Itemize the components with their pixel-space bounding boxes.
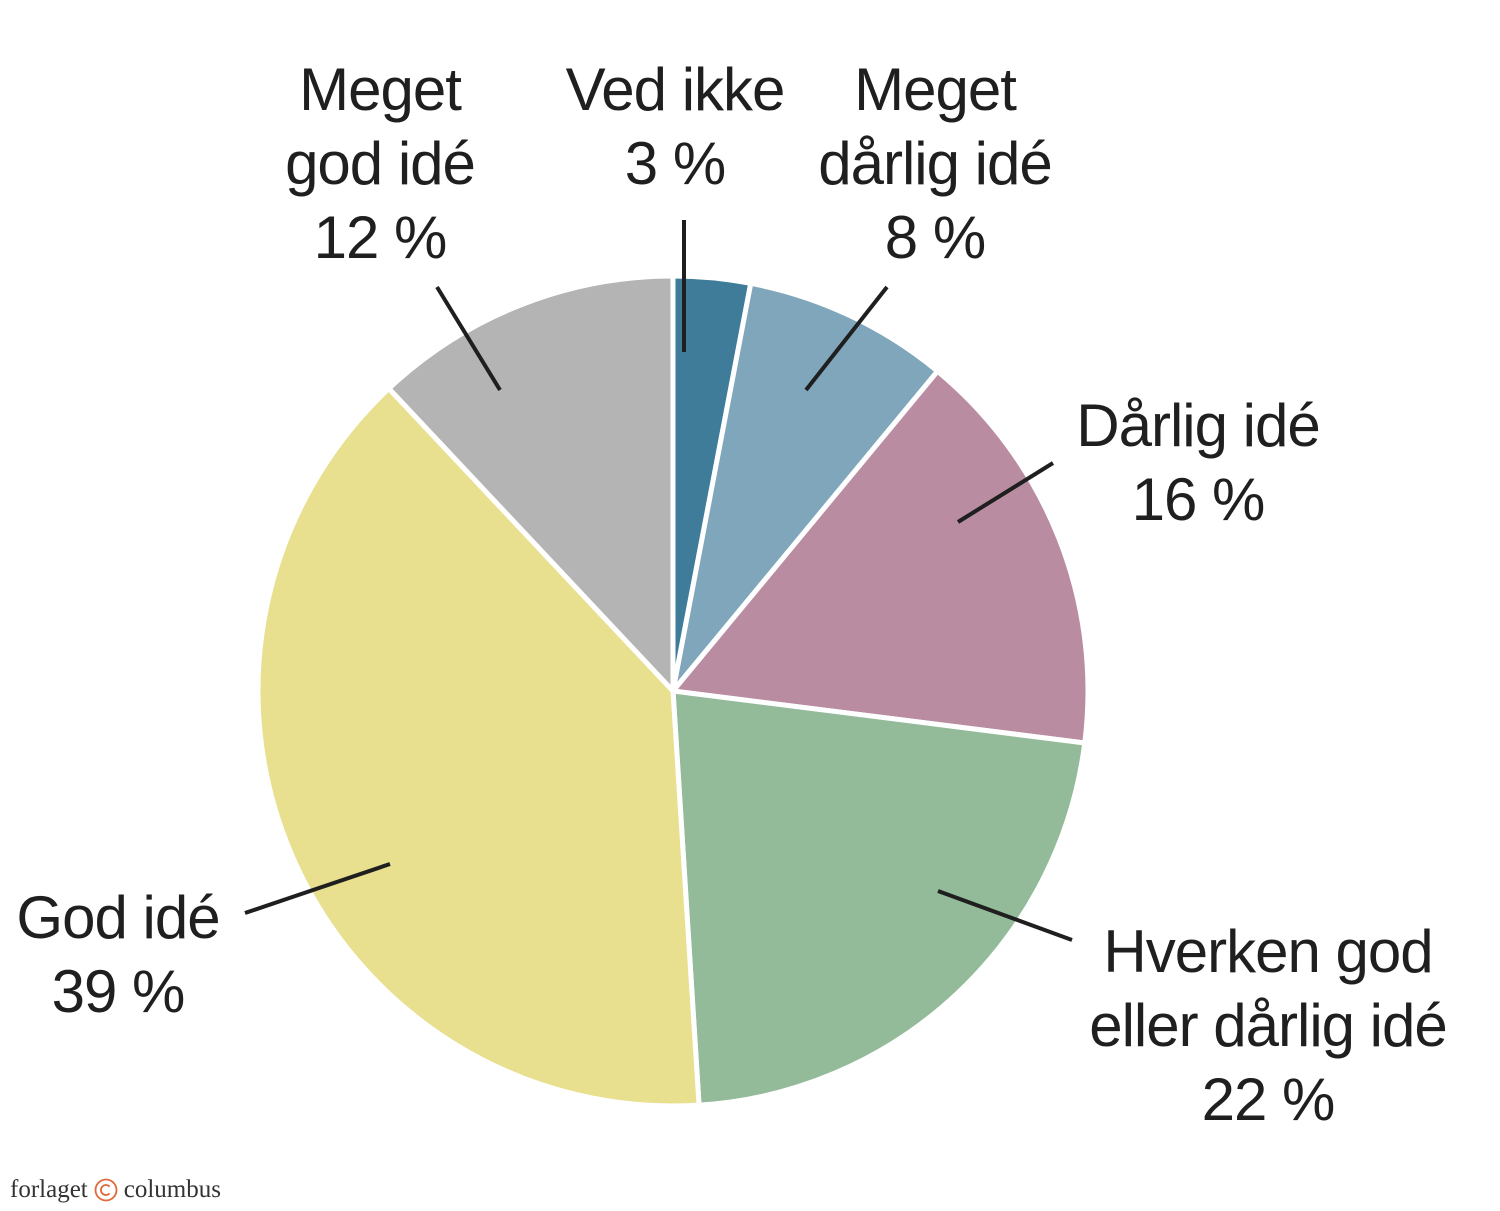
slice-value-label-3: 16 %: [1132, 466, 1265, 533]
pie-slice-3: [670, 368, 1091, 746]
slice-label-6-line-1: Meget: [299, 56, 462, 123]
slice-value-label-6: 12 %: [314, 204, 447, 271]
leader-line-5: [244, 862, 391, 915]
slice-value-label-4: 22 %: [1202, 1066, 1335, 1133]
slice-label-5-line-1: God idé: [16, 884, 219, 951]
pie-slice-4: [670, 688, 1088, 1108]
publisher-logo: forlaget columbus: [10, 1176, 221, 1204]
slice-value-label-5: 39 %: [52, 958, 185, 1025]
copyright-icon: [94, 1178, 118, 1202]
slice-value-label-1: 3 %: [625, 130, 725, 197]
publisher-name-left: forlaget: [10, 1176, 88, 1203]
leader-line-3: [956, 461, 1055, 524]
publisher-name-right: columbus: [123, 1176, 221, 1203]
pie-slice-2: [670, 280, 941, 694]
pie-slices: [255, 273, 1091, 1109]
slice-label-3-line-1: Dårlig idé: [1076, 392, 1319, 459]
slice-label-2-line-2: dårlig idé: [818, 130, 1052, 197]
slice-labels: Ved ikke 3 % Meget dårlig idé 8 % Dårlig idé 1…: [16, 56, 1447, 1133]
leader-line-4: [937, 889, 1073, 942]
slice-label-4-line-1: Hverken god: [1103, 918, 1432, 985]
leader-lines: [244, 220, 1073, 942]
slice-label-1-line-1: Ved ikke: [566, 56, 785, 123]
leader-line-6: [435, 285, 502, 392]
slice-label-2-line-1: Meget: [854, 56, 1017, 123]
slice-value-label-2: 8 %: [885, 204, 985, 271]
pie-slice-6: [386, 273, 676, 694]
leader-line-2: [804, 285, 889, 392]
slice-label-4-line-2: eller dårlig idé: [1089, 992, 1447, 1059]
slice-label-6-line-2: god idé: [285, 130, 475, 197]
pie-slice-5: [255, 385, 702, 1109]
